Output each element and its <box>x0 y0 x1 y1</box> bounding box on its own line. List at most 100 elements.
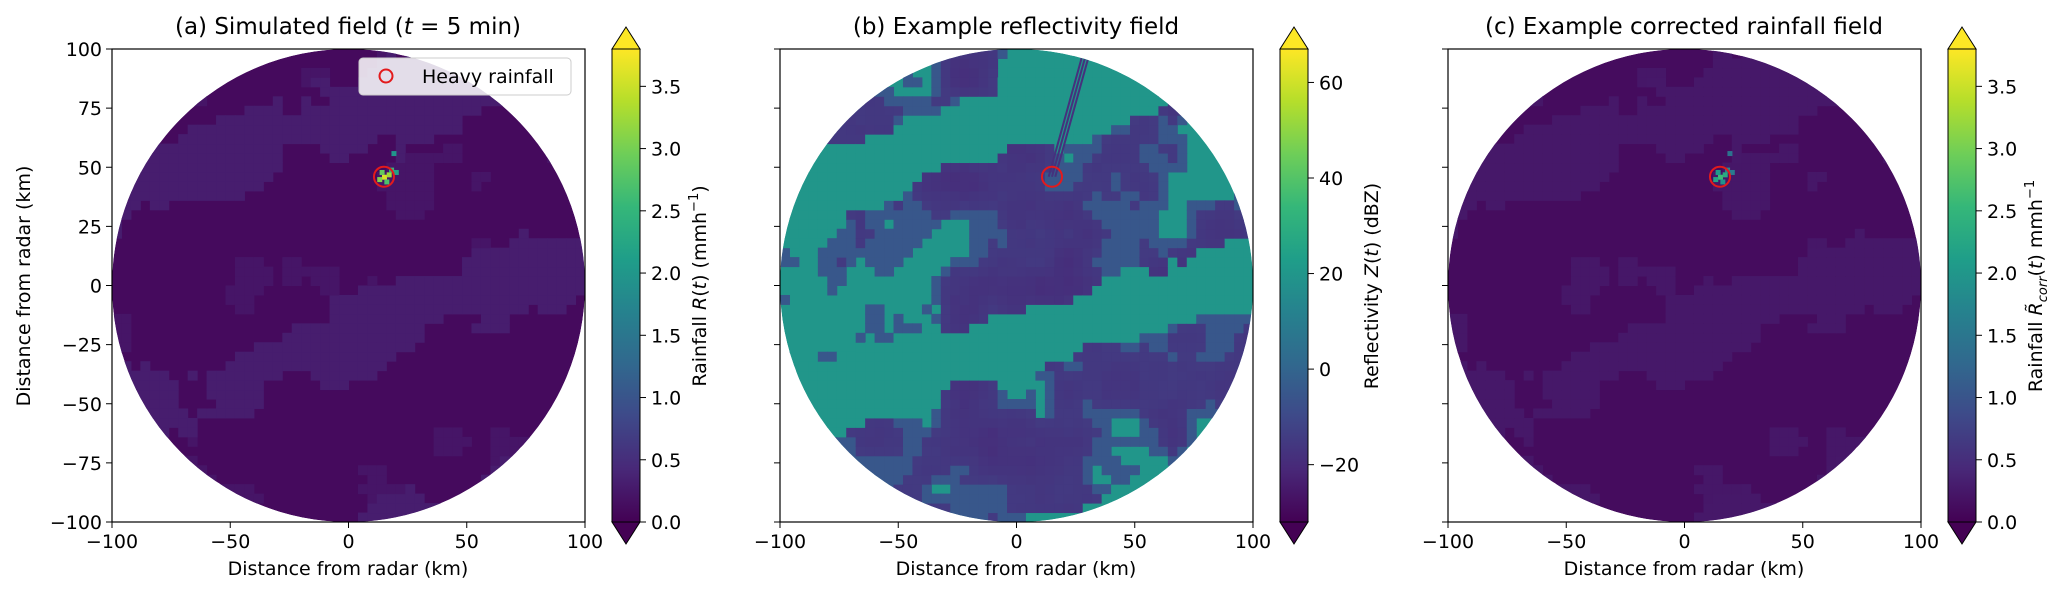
field-cell <box>1025 105 1036 116</box>
field-cell <box>1158 351 1169 362</box>
field-cell <box>1514 143 1525 154</box>
field-cell <box>490 323 501 334</box>
field-cell <box>959 474 970 485</box>
field-cell <box>988 512 999 522</box>
x-tick-label: −50 <box>878 531 918 553</box>
field-cell <box>1504 181 1515 192</box>
field-cell <box>1025 124 1036 135</box>
field-cell <box>1186 417 1197 428</box>
field-cell <box>978 389 989 400</box>
field-cell <box>1224 380 1235 391</box>
field-cell <box>225 162 236 173</box>
field-cell <box>921 209 932 220</box>
field-cell <box>1111 190 1122 201</box>
field-cell <box>1234 370 1245 381</box>
field-cell <box>1054 228 1065 239</box>
field-cell <box>1111 342 1122 353</box>
field-cell <box>1130 332 1140 343</box>
field-cell <box>1750 58 1761 69</box>
field-cell <box>1826 247 1837 258</box>
field-cell <box>1224 209 1235 220</box>
field-cell <box>969 408 980 419</box>
field-cell <box>874 332 885 343</box>
field-cell <box>855 389 866 400</box>
field-cell <box>121 332 132 343</box>
field-cell <box>1120 323 1131 334</box>
field-cell <box>1111 181 1122 192</box>
colorbar-tick-label: 3.5 <box>651 76 681 98</box>
field-cell <box>376 361 387 372</box>
field-cell <box>140 181 151 192</box>
field-cell <box>1845 276 1856 286</box>
field-cell <box>1835 446 1846 457</box>
x-tick-label: −50 <box>210 531 250 553</box>
field-cell <box>1693 361 1704 372</box>
field-cell <box>1760 124 1771 135</box>
field-cell <box>149 380 160 391</box>
field-cell <box>187 96 198 107</box>
field-cell <box>1703 465 1714 476</box>
field-cell <box>1205 399 1216 409</box>
field-cell <box>902 351 913 362</box>
field-cell <box>1016 503 1027 514</box>
field-cell <box>367 332 378 343</box>
field-cell <box>1196 257 1207 268</box>
field-cell <box>1111 247 1122 258</box>
field-cell <box>1741 96 1752 107</box>
field-cell <box>112 219 122 230</box>
field-cell <box>339 143 349 154</box>
field-cell <box>225 143 236 154</box>
field-cell <box>902 115 913 126</box>
field-cell <box>386 124 397 135</box>
field-cell <box>1656 67 1667 78</box>
field-cell <box>1731 134 1742 145</box>
field-cell <box>902 181 913 192</box>
field-cell <box>1665 285 1676 296</box>
field-cell <box>1826 285 1837 296</box>
field-cell <box>959 408 970 419</box>
field-cell <box>969 77 980 88</box>
field-cell <box>518 238 529 249</box>
field-cell <box>1101 58 1112 69</box>
field-cell <box>1854 257 1865 268</box>
field-cell <box>1054 209 1065 220</box>
field-cell <box>884 190 895 201</box>
field-cell <box>1063 105 1074 116</box>
field-cell <box>940 143 951 154</box>
field-cell <box>1523 143 1534 154</box>
field-cell <box>518 266 529 277</box>
field-cell <box>414 276 425 286</box>
field-cell <box>1798 67 1808 78</box>
field-cell <box>395 294 406 305</box>
field-cell <box>978 285 989 296</box>
field-cell <box>1816 86 1827 97</box>
field-cell <box>1466 181 1477 192</box>
field-cell <box>1769 124 1780 135</box>
field-cell <box>1054 351 1065 362</box>
field-cell <box>1148 115 1159 126</box>
field-cell <box>1016 512 1027 522</box>
field-cell <box>1054 105 1065 116</box>
field-cell <box>978 455 989 466</box>
field-cell <box>1111 370 1122 381</box>
field-cell <box>921 427 932 438</box>
field-cell <box>1243 209 1253 220</box>
field-cell <box>1186 380 1197 391</box>
field-cell <box>959 323 970 334</box>
field-cell <box>950 190 961 201</box>
field-cell <box>1807 86 1818 97</box>
field-cell <box>902 228 913 239</box>
field-cell <box>931 399 942 409</box>
field-cell <box>471 96 482 107</box>
field-cell <box>1111 143 1122 154</box>
field-cell <box>424 304 435 315</box>
field-cell <box>1722 58 1733 69</box>
field-cell <box>1196 276 1207 286</box>
field-cell <box>480 276 491 286</box>
field-cell <box>414 190 425 201</box>
field-cell <box>140 417 151 428</box>
field-cell <box>1552 134 1563 145</box>
field-cell <box>1589 399 1600 409</box>
field-cell <box>253 153 264 164</box>
field-cell <box>874 209 885 220</box>
